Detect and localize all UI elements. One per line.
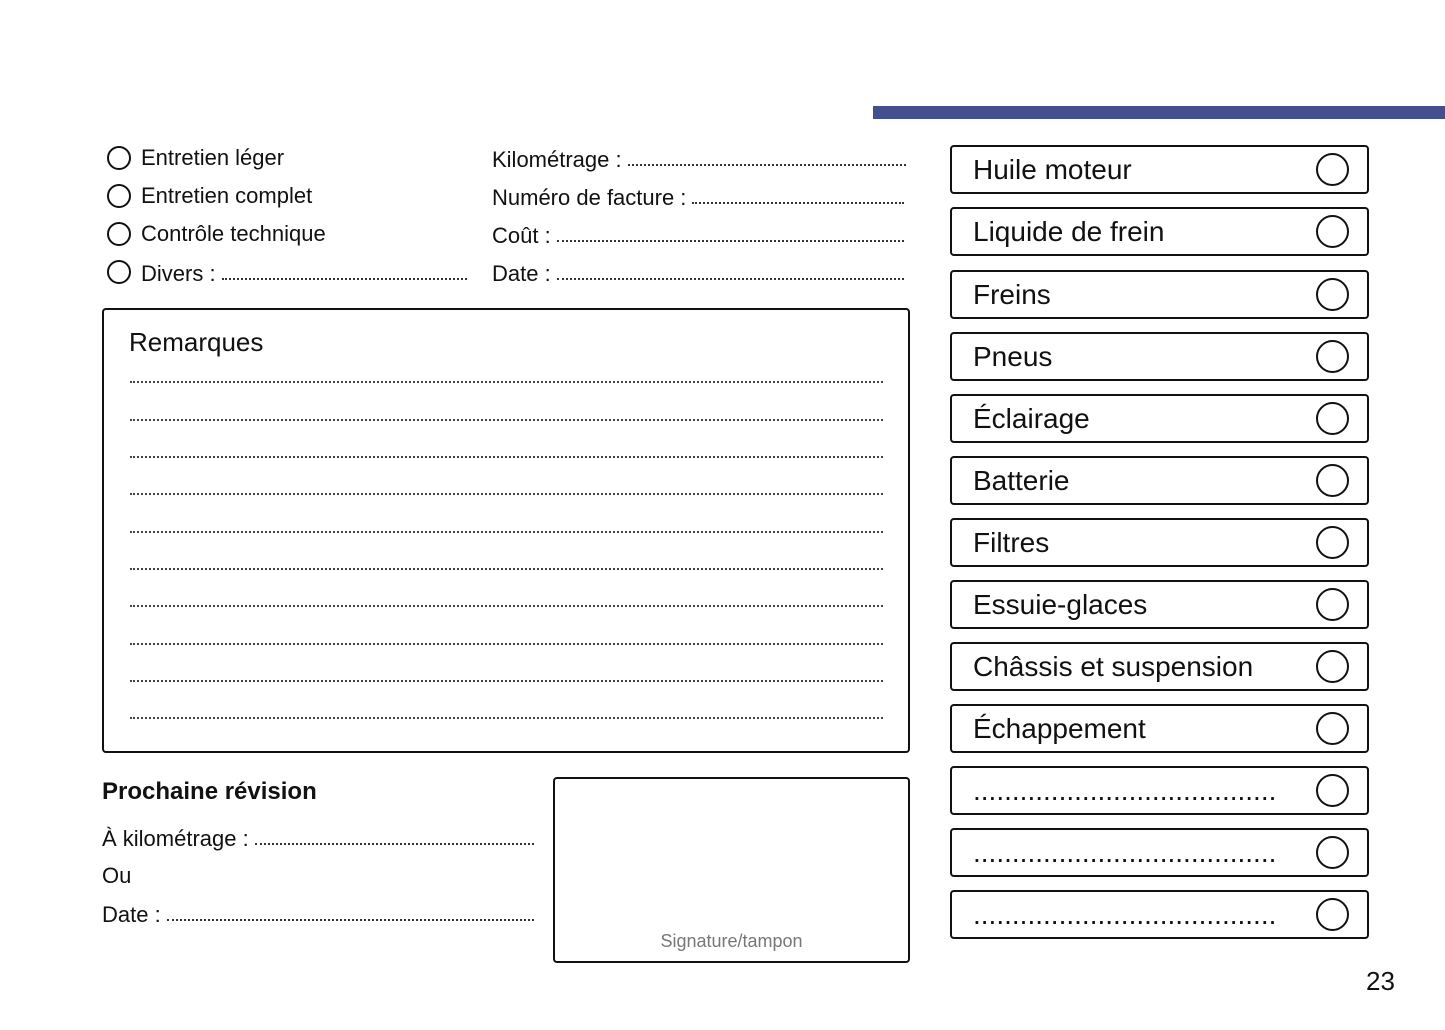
checkbox-circle-icon[interactable] xyxy=(1316,836,1349,869)
fill-line[interactable] xyxy=(556,278,904,280)
signature-box[interactable] xyxy=(553,777,910,963)
checklist-item[interactable]: Échappement xyxy=(950,704,1369,753)
radio-circle-icon[interactable] xyxy=(107,184,131,208)
signature-label: Signature/tampon xyxy=(660,931,803,951)
fill-line[interactable] xyxy=(254,843,534,845)
checklist-item[interactable]: Liquide de frein xyxy=(950,207,1369,256)
remarks-line[interactable] xyxy=(130,456,883,458)
item-label: Pneus xyxy=(973,340,1053,372)
field-label: Coût : xyxy=(492,223,551,248)
checkbox-circle-icon[interactable] xyxy=(1316,774,1349,807)
option-label: Entretien léger xyxy=(141,145,285,170)
checklist-item-blank[interactable]: ....................................... xyxy=(950,766,1369,815)
field-label: Date : xyxy=(492,261,551,286)
item-label: Liquide de frein xyxy=(973,215,1165,247)
option-label: Divers : xyxy=(141,261,216,286)
page-number: 23 xyxy=(1366,966,1395,996)
fill-line[interactable] xyxy=(692,202,904,204)
checkbox-circle-icon[interactable] xyxy=(1316,464,1349,497)
option-label: Contrôle technique xyxy=(141,221,326,246)
service-type-option[interactable]: Entretien complet xyxy=(107,181,312,211)
remarks-box[interactable] xyxy=(102,308,910,753)
checkbox-circle-icon[interactable] xyxy=(1316,340,1349,373)
checkbox-circle-icon[interactable] xyxy=(1316,588,1349,621)
item-label: Échappement xyxy=(973,712,1146,744)
checkbox-circle-icon[interactable] xyxy=(1316,712,1349,745)
option-label: Entretien complet xyxy=(141,183,313,208)
checkbox-circle-icon[interactable] xyxy=(1316,153,1349,186)
remarks-line[interactable] xyxy=(130,381,883,383)
checkbox-circle-icon[interactable] xyxy=(1316,526,1349,559)
fill-line[interactable] xyxy=(221,278,467,280)
fill-line[interactable] xyxy=(166,919,534,921)
fill-line[interactable] xyxy=(627,164,906,166)
checklist-item[interactable]: Freins xyxy=(950,270,1369,319)
field-label: Date : xyxy=(102,902,161,927)
next-service-date-field[interactable]: Date : xyxy=(102,898,534,928)
next-service-mileage-field[interactable]: À kilométrage : xyxy=(102,822,534,852)
field-label: Numéro de facture : xyxy=(492,185,687,210)
item-label: Huile moteur xyxy=(973,153,1132,185)
checkbox-circle-icon[interactable] xyxy=(1316,278,1349,311)
radio-circle-icon[interactable] xyxy=(107,222,131,246)
fill-line[interactable] xyxy=(556,240,904,242)
checklist-item[interactable]: Essuie-glaces xyxy=(950,580,1369,629)
field-label: Kilométrage : xyxy=(492,147,622,172)
item-label: Essuie-glaces xyxy=(973,588,1148,620)
remarks-title: Remarques xyxy=(129,327,264,357)
remarks-line[interactable] xyxy=(130,605,883,607)
remarks-line[interactable] xyxy=(130,717,883,719)
item-label: ....................................... xyxy=(973,774,1277,806)
checklist-item-blank[interactable]: ....................................... xyxy=(950,828,1369,877)
remarks-line[interactable] xyxy=(130,419,883,421)
checkbox-circle-icon[interactable] xyxy=(1316,898,1349,931)
checklist-item[interactable]: Filtres xyxy=(950,518,1369,567)
cost-field[interactable]: Coût : xyxy=(492,219,904,249)
checklist-item-blank[interactable]: ....................................... xyxy=(950,890,1369,939)
service-type-option[interactable]: Contrôle technique xyxy=(107,219,326,249)
field-label: À kilométrage : xyxy=(102,826,249,851)
or-label: Ou xyxy=(102,863,132,888)
checkbox-circle-icon[interactable] xyxy=(1316,402,1349,435)
remarks-line[interactable] xyxy=(130,680,883,682)
radio-circle-icon[interactable] xyxy=(107,260,131,284)
remarks-line[interactable] xyxy=(130,643,883,645)
checklist-item[interactable]: Batterie xyxy=(950,456,1369,505)
checklist-item[interactable]: Huile moteur xyxy=(950,145,1369,194)
item-label: Freins xyxy=(973,278,1051,310)
remarks-line[interactable] xyxy=(130,531,883,533)
item-label: ....................................... xyxy=(973,836,1277,868)
date-field[interactable]: Date : xyxy=(492,257,904,287)
service-type-option-divers[interactable]: Divers : xyxy=(107,257,467,287)
item-label: Éclairage xyxy=(973,402,1090,434)
mileage-field[interactable]: Kilométrage : xyxy=(492,143,906,173)
checklist-item[interactable]: Éclairage xyxy=(950,394,1369,443)
header-accent-bar xyxy=(873,106,1445,119)
checkbox-circle-icon[interactable] xyxy=(1316,650,1349,683)
next-service-title: Prochaine révision xyxy=(102,778,317,805)
item-label: Filtres xyxy=(973,526,1050,558)
remarks-line[interactable] xyxy=(130,493,883,495)
radio-circle-icon[interactable] xyxy=(107,146,131,170)
item-label: ....................................... xyxy=(973,898,1277,930)
remarks-line[interactable] xyxy=(130,568,883,570)
service-type-option[interactable]: Entretien léger xyxy=(107,143,284,173)
invoice-number-field[interactable]: Numéro de facture : xyxy=(492,181,904,211)
item-label: Châssis et suspension xyxy=(973,650,1254,682)
checkbox-circle-icon[interactable] xyxy=(1316,215,1349,248)
item-label: Batterie xyxy=(973,464,1070,496)
checklist-item[interactable]: Châssis et suspension xyxy=(950,642,1369,691)
checklist-item[interactable]: Pneus xyxy=(950,332,1369,381)
